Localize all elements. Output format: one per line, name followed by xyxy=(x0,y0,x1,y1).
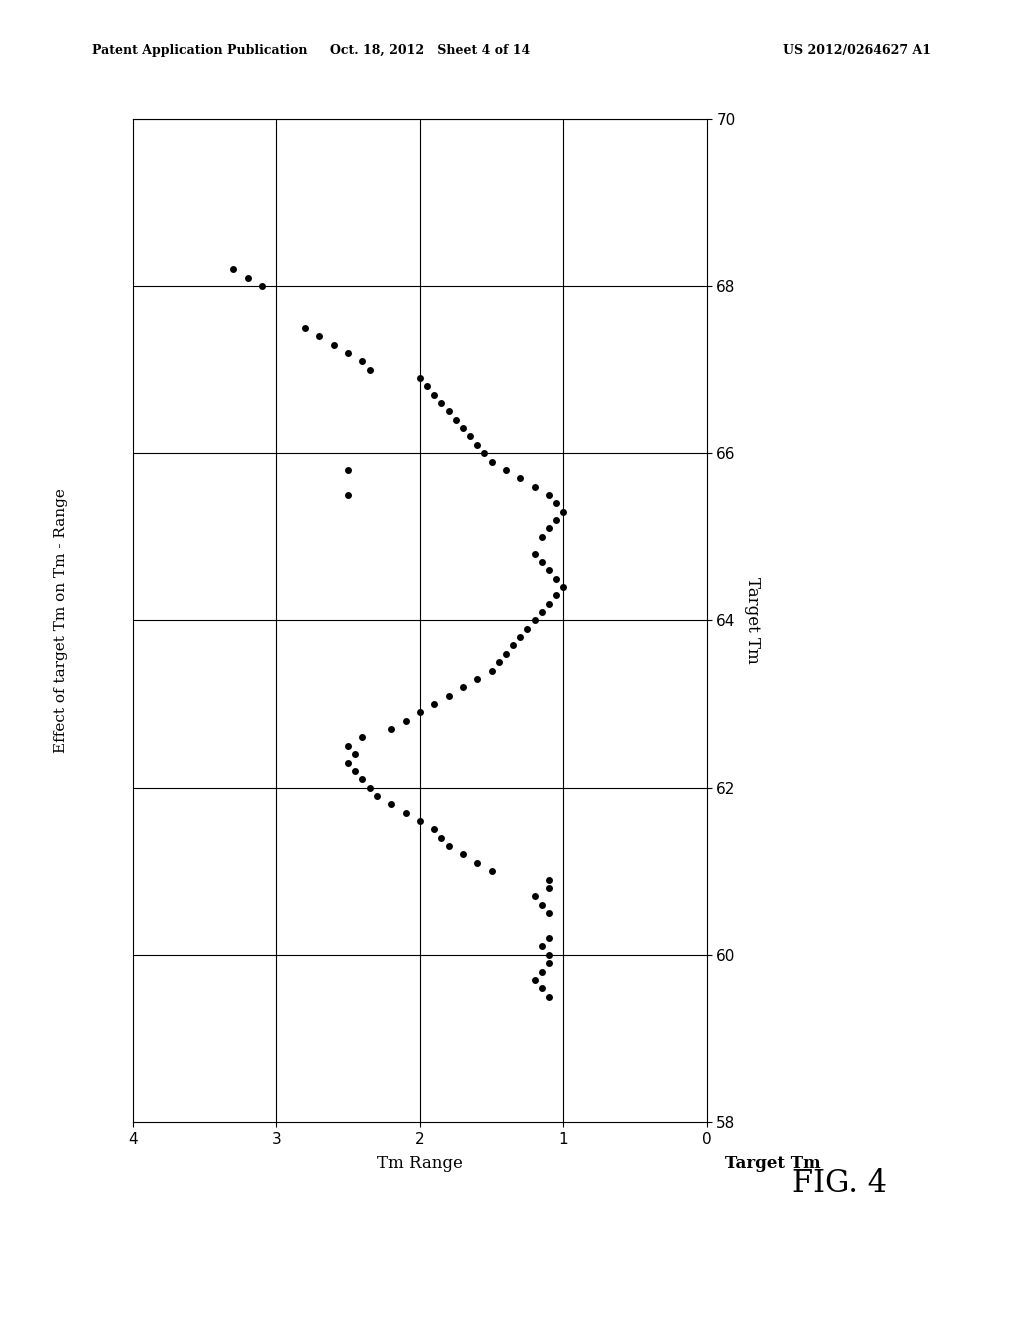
Point xyxy=(383,718,399,739)
Text: Patent Application Publication: Patent Application Publication xyxy=(92,44,307,57)
Point xyxy=(512,467,528,488)
Point xyxy=(526,543,543,564)
Point xyxy=(541,560,557,581)
Point xyxy=(297,317,313,338)
Point xyxy=(340,735,356,756)
X-axis label: Tm Range: Tm Range xyxy=(377,1155,463,1172)
Point xyxy=(526,477,543,498)
Point xyxy=(369,785,385,807)
Point xyxy=(426,818,442,840)
Point xyxy=(412,702,428,723)
Point xyxy=(462,426,478,447)
Point xyxy=(469,853,485,874)
Point xyxy=(541,928,557,949)
Point xyxy=(469,434,485,455)
Point xyxy=(483,861,500,882)
Point xyxy=(512,627,528,648)
Point xyxy=(383,793,399,814)
Point xyxy=(555,502,571,523)
Point xyxy=(240,267,256,288)
Point xyxy=(354,768,371,789)
Point xyxy=(440,836,457,857)
Text: Target Tm: Target Tm xyxy=(725,1155,821,1172)
Point xyxy=(498,643,514,664)
Point xyxy=(347,743,364,764)
Point xyxy=(311,326,328,347)
Point xyxy=(361,777,378,799)
Point xyxy=(548,492,564,513)
Y-axis label: Target Tm: Target Tm xyxy=(743,577,761,664)
Point xyxy=(541,869,557,890)
Point xyxy=(340,459,356,480)
Text: Effect of target Tm on Tm - Range: Effect of target Tm on Tm - Range xyxy=(54,488,69,752)
Point xyxy=(541,903,557,924)
Point xyxy=(340,342,356,363)
Point xyxy=(548,585,564,606)
Point xyxy=(490,652,507,673)
Point xyxy=(526,610,543,631)
Point xyxy=(433,392,450,413)
Point xyxy=(440,685,457,706)
Point xyxy=(397,710,414,731)
Point xyxy=(483,660,500,681)
Point xyxy=(534,602,550,623)
Point xyxy=(419,376,435,397)
Point xyxy=(354,351,371,372)
Point xyxy=(534,936,550,957)
Point xyxy=(548,568,564,589)
Point xyxy=(340,752,356,774)
Point xyxy=(534,527,550,548)
Point xyxy=(361,359,378,380)
Point xyxy=(534,961,550,982)
Point xyxy=(326,334,342,355)
Point xyxy=(447,409,464,430)
Point xyxy=(498,459,514,480)
Point xyxy=(347,760,364,781)
Point xyxy=(519,618,536,639)
Point xyxy=(469,668,485,689)
Point xyxy=(541,484,557,506)
Point xyxy=(455,843,471,865)
Point xyxy=(225,259,242,280)
Text: Oct. 18, 2012   Sheet 4 of 14: Oct. 18, 2012 Sheet 4 of 14 xyxy=(330,44,530,57)
Point xyxy=(541,878,557,899)
Point xyxy=(433,828,450,849)
Point xyxy=(455,677,471,698)
Point xyxy=(534,552,550,573)
Text: FIG. 4: FIG. 4 xyxy=(793,1168,887,1199)
Point xyxy=(548,510,564,531)
Text: US 2012/0264627 A1: US 2012/0264627 A1 xyxy=(783,44,932,57)
Point xyxy=(541,517,557,539)
Point xyxy=(541,953,557,974)
Point xyxy=(541,944,557,965)
Point xyxy=(440,401,457,422)
Point xyxy=(534,978,550,999)
Point xyxy=(526,886,543,907)
Point xyxy=(526,969,543,990)
Point xyxy=(412,810,428,832)
Point xyxy=(426,384,442,405)
Point xyxy=(412,367,428,388)
Point xyxy=(354,727,371,748)
Point xyxy=(505,635,521,656)
Point xyxy=(483,451,500,473)
Point xyxy=(534,894,550,915)
Point xyxy=(541,986,557,1007)
Point xyxy=(455,417,471,438)
Point xyxy=(254,276,270,297)
Point xyxy=(541,593,557,614)
Point xyxy=(476,442,493,463)
Point xyxy=(340,484,356,506)
Point xyxy=(426,693,442,714)
Point xyxy=(397,803,414,824)
Point xyxy=(555,577,571,598)
